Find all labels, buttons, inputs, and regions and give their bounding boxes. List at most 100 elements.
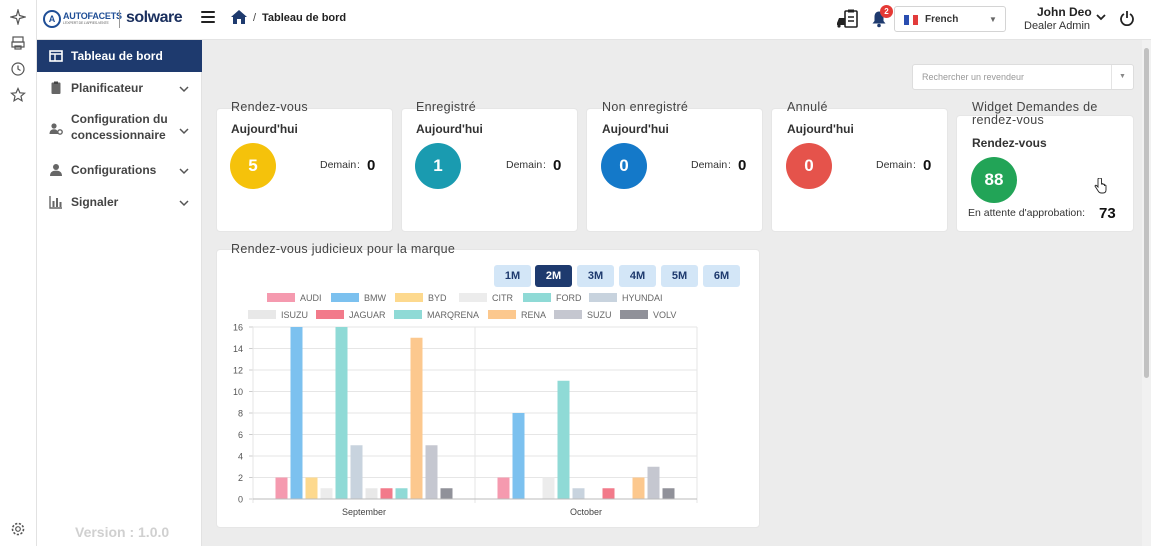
page-scrollbar[interactable] xyxy=(1142,40,1151,546)
y-tick-label: 6 xyxy=(238,430,243,440)
clipboard-icon xyxy=(51,81,61,94)
legend-swatch xyxy=(331,293,359,302)
scrollbar-thumb[interactable] xyxy=(1144,48,1149,378)
sidebar-item-planificateur[interactable]: Planificateur xyxy=(37,72,202,104)
legend-swatch xyxy=(620,310,648,319)
stat-demain-label: Demain xyxy=(691,159,728,171)
legend-swatch xyxy=(395,293,423,302)
sidebar-item-dashboard[interactable]: Tableau de bord xyxy=(37,40,202,72)
sidebar-item-configuration-concessionnaire[interactable]: Configuration du concessionnaire xyxy=(37,106,202,148)
chevron-down-icon xyxy=(179,128,189,135)
legend-swatch xyxy=(488,310,516,319)
stat-today-count[interactable]: 1 xyxy=(415,143,461,189)
stat-card-subtitle: Aujourd'hui xyxy=(416,122,483,136)
printer-icon[interactable] xyxy=(10,35,26,51)
breadcrumb-separator: / xyxy=(253,12,257,24)
stat-demain-label: Demain xyxy=(876,159,913,171)
range-button-2m[interactable]: 2M xyxy=(535,265,572,287)
range-button-1m[interactable]: 1M xyxy=(494,265,531,287)
y-tick-label: 14 xyxy=(233,344,243,354)
widget-pending-value: 73 xyxy=(1099,205,1116,222)
widget-pending-label: En attente d'approbation: xyxy=(968,207,1086,219)
notification-count-badge: 2 xyxy=(880,5,893,18)
legend-label: ISUZU xyxy=(281,310,308,320)
legend-label: AUDI xyxy=(300,293,322,303)
stat-card-title: Rendez-vous xyxy=(231,100,308,114)
bar-hyundai-september xyxy=(350,445,363,499)
sparkle-icon[interactable] xyxy=(10,9,26,25)
widget-request-count[interactable]: 88 xyxy=(971,157,1017,203)
y-tick-label: 2 xyxy=(238,473,243,483)
caret-down-icon[interactable]: ▼ xyxy=(1111,65,1133,89)
legend-label: MARQRENA xyxy=(427,310,479,320)
home-icon[interactable] xyxy=(230,9,248,25)
bar-byd-september xyxy=(305,477,318,499)
dealer-search-select[interactable]: ▼ xyxy=(912,64,1134,90)
hand-cursor-icon xyxy=(1094,178,1107,194)
autofacets-logo[interactable]: A AUTOFACETS L'EXPERT DE L'APRES-VENTE xyxy=(43,9,122,29)
range-button-6m[interactable]: 6M xyxy=(703,265,740,287)
language-select[interactable]: French ▼ xyxy=(894,6,1006,32)
bar-audi-september xyxy=(275,477,288,499)
stat-demain-value: 0 xyxy=(923,157,932,174)
stat-today-count[interactable]: 5 xyxy=(230,143,276,189)
bar-volv-october xyxy=(662,488,675,499)
brand-bar-chart: AUDI BMW BYD CITR FORD HYUNDAI ISUZU JAGUAR MARQ… xyxy=(233,293,698,517)
autofacets-brand-text: AUTOFACETS xyxy=(63,11,122,21)
stat-demain-label: Demain xyxy=(320,159,357,171)
bar-isuzu-september xyxy=(365,488,378,499)
legend-label: VOLV xyxy=(653,310,676,320)
bar-chart-icon xyxy=(49,196,62,209)
y-tick-label: 12 xyxy=(233,366,243,376)
power-logout-icon[interactable] xyxy=(1119,10,1135,26)
x-tick-label: September xyxy=(342,507,386,517)
sidebar-item-configurations[interactable]: Configurations xyxy=(37,154,202,186)
autofacets-tagline: L'EXPERT DE L'APRES-VENTE xyxy=(63,21,109,25)
solware-logo[interactable]: solware xyxy=(126,9,183,26)
sidebar-item-label: Configuration du concessionnaire xyxy=(71,112,168,142)
legend-label: CITR xyxy=(492,293,513,303)
x-tick-label: October xyxy=(570,507,602,517)
stat-demain-label: Demain xyxy=(506,159,543,171)
dashboard-icon xyxy=(49,50,63,62)
menu-toggle-icon[interactable] xyxy=(201,11,215,25)
legend-swatch xyxy=(554,310,582,319)
settings-gear-icon[interactable] xyxy=(10,521,26,537)
range-button-4m[interactable]: 4M xyxy=(619,265,656,287)
stat-demain-value: 0 xyxy=(553,157,562,174)
colon-separator: : xyxy=(357,159,360,171)
stat-today-count[interactable]: 0 xyxy=(601,143,647,189)
bar-ford-september xyxy=(335,327,348,499)
stat-card-title: Enregistré xyxy=(416,100,476,114)
legend-label: BYD xyxy=(428,293,447,303)
bar-suzu-september xyxy=(425,445,438,499)
stat-today-count[interactable]: 0 xyxy=(786,143,832,189)
dealer-search-input[interactable] xyxy=(913,65,1109,89)
legend-swatch xyxy=(267,293,295,302)
star-icon[interactable] xyxy=(10,87,26,103)
legend-label: BMW xyxy=(364,293,387,303)
y-tick-label: 4 xyxy=(238,452,243,462)
car-checklist-icon[interactable] xyxy=(836,9,860,29)
sidebar-item-label: Planificateur xyxy=(71,81,144,95)
legend-swatch xyxy=(459,293,487,302)
range-button-3m[interactable]: 3M xyxy=(577,265,614,287)
range-button-5m[interactable]: 5M xyxy=(661,265,698,287)
bar-hyundai-october xyxy=(572,488,585,499)
logo-divider xyxy=(119,10,120,28)
user-role: Dealer Admin xyxy=(1024,20,1091,32)
stat-card-title: Annulé xyxy=(787,100,828,114)
clock-icon[interactable] xyxy=(10,61,26,77)
sidebar-item-label: Signaler xyxy=(71,195,119,209)
user-menu-chevron-icon[interactable] xyxy=(1095,12,1107,22)
legend-swatch xyxy=(316,310,344,319)
sidebar-item-signaler[interactable]: Signaler xyxy=(37,186,202,218)
users-cog-icon xyxy=(49,123,63,135)
stat-card-subtitle: Aujourd'hui xyxy=(231,122,298,136)
icon-rail xyxy=(0,0,37,546)
user-name[interactable]: John Deo xyxy=(1037,5,1092,19)
stat-card-subtitle: Aujourd'hui xyxy=(602,122,669,136)
legend-label: RENA xyxy=(521,310,546,320)
stat-demain-value: 0 xyxy=(738,157,747,174)
chart-title: Rendez-vous judicieux pour la marque xyxy=(231,242,456,256)
